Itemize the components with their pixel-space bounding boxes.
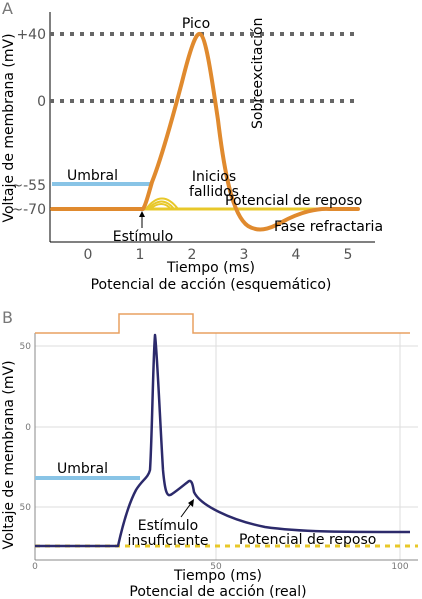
panel-a-xtick-3: 3 [240, 247, 249, 263]
panel-b-ylabel: Voltaje de membrana (mV) [1, 360, 17, 549]
panel-b-caption: Potencial de acción (real) [129, 584, 306, 599]
panel-a-ytick-plus40: +40 [16, 27, 46, 43]
panel-b-label-estimulo: Estímulo [138, 518, 198, 534]
panel-a-xlabel: Tiempo (ms) [166, 260, 255, 276]
panel-a-xtick-4: 4 [292, 247, 301, 263]
panel-a-label-estimulo: Estímulo [113, 229, 173, 245]
panel-a-ytick-0: 0 [37, 94, 46, 110]
panel-b-grid [35, 333, 418, 560]
panel-a-caption: Potencial de acción (esquemático) [91, 277, 332, 293]
panel-b-action-potential-curve [35, 333, 411, 548]
panel-a-letter: A [2, 0, 13, 18]
panel-b-xtick-50: 50 [210, 562, 222, 572]
panel-b-label-umbral: Umbral [57, 461, 108, 477]
panel-b-ytick-0: 0 [25, 423, 31, 433]
panel-b-ytick-50: 50 [20, 342, 32, 352]
panel-a-label-umbral: Umbral [67, 168, 118, 184]
panel-a-label-pico: Pico [182, 16, 210, 32]
panel-b-xtick-0: 0 [32, 562, 38, 572]
panel-a-failed-initiations [145, 197, 179, 210]
panel-b-label-potencial-reposo: Potencial de reposo [239, 532, 376, 548]
panel-a-xtick-2: 2 [188, 247, 197, 263]
panel-a-stimulus-arrowhead [139, 211, 145, 217]
panel-a-xtick-1: 1 [136, 247, 145, 263]
panel-a-label-potencial-reposo: Potencial de reposo [225, 193, 362, 209]
panel-b-xlabel: Tiempo (ms) [173, 568, 262, 584]
panel-a-ytick-minus55: ~-55 [11, 178, 46, 194]
panel-b-letter: B [2, 308, 13, 327]
panel-a-action-potential-curve [50, 32, 360, 232]
panel-b-ytick-minus50: 50 [20, 503, 32, 513]
panel-b-label-insuficiente: insuficiente [128, 533, 209, 549]
panel-a-label-sobreexcitacion: Sobreexcitación [250, 18, 266, 130]
panel-b-stimulus-arrowhead [188, 499, 194, 507]
panel-b-stimulus-trace [35, 313, 410, 334]
panel-a-label-inicios: Inicios [192, 169, 236, 185]
panel-a-label-fallidos: fallidos [189, 184, 239, 200]
panel-a-ylabel: Voltaje de membrana (mV) [1, 33, 17, 222]
panel-b-xtick-100: 100 [391, 562, 408, 572]
panel-a-xtick-0: 0 [84, 247, 93, 263]
panel-a-xtick-5: 5 [344, 247, 353, 263]
panel-a-ytick-minus70: ~-70 [11, 202, 46, 218]
panel-a-label-fase-refractaria: Fase refractaria [274, 219, 383, 235]
